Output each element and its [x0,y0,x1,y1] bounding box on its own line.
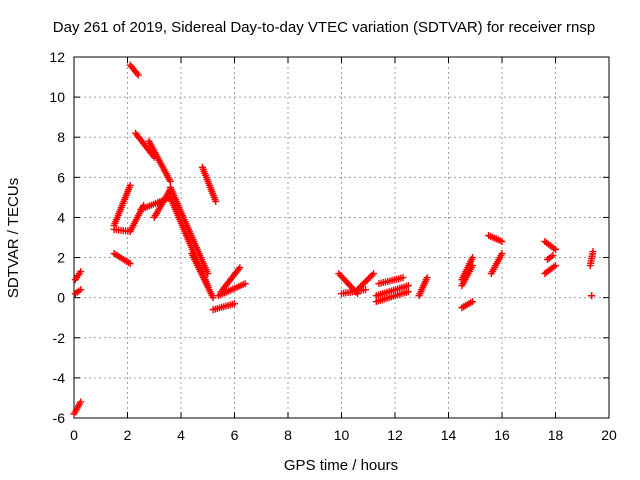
x-tick-label: 6 [231,427,239,443]
data-point [368,271,376,279]
data-point [209,294,217,302]
chart-title: Day 261 of 2019, Sidereal Day-to-day VTE… [53,19,595,36]
x-tick-label: 8 [284,427,292,443]
y-axis-label: SDTVAR / TECUs [5,178,22,298]
data-point [469,298,477,306]
data-point [77,398,85,406]
data-point [355,284,363,292]
data-point [126,181,134,189]
data-point [166,177,174,185]
data-point [552,246,559,254]
x-tick-labels: 0 2 4 6 8 10 12 14 16 18 20 [70,427,617,443]
x-tick-label: 4 [177,427,185,443]
data-point [212,197,220,205]
data-points [70,61,597,418]
x-tick-label: 14 [441,427,457,443]
data-point [134,71,142,79]
data-point [498,250,506,258]
x-tick-label: 18 [548,427,564,443]
y-tick-label: 8 [57,129,65,145]
y-tick-label: 0 [57,290,65,306]
y-tick-labels: -6 -4 -2 0 2 4 6 8 10 12 [49,49,65,426]
data-point [362,278,370,286]
data-point [366,273,374,281]
y-tick-label: -6 [53,410,66,426]
data-point [552,262,559,270]
data-point [362,286,370,294]
grid-lines [74,57,609,418]
data-point [363,276,371,284]
data-point [404,288,412,296]
data-point [399,274,407,282]
data-point [231,300,238,308]
data-point [358,281,366,289]
data-point [236,264,244,272]
x-axis-label: GPS time / hours [284,457,398,474]
y-tick-label: 6 [57,169,65,185]
data-point [357,282,365,290]
data-point [126,260,134,268]
y-tick-label: 4 [57,209,65,225]
data-point [469,254,477,262]
data-point [77,268,85,276]
x-tick-label: 16 [494,427,510,443]
data-point [588,292,596,300]
y-tick-label: -4 [53,370,66,386]
x-tick-label: 10 [334,427,350,443]
data-point [404,282,412,290]
data-point [498,238,506,246]
data-point [589,248,597,256]
data-point [549,252,557,260]
y-tick-label: -2 [53,330,66,346]
data-point [360,279,368,287]
data-point [365,274,373,282]
y-tick-label: 12 [49,49,65,65]
x-tick-label: 12 [387,427,403,443]
data-point [354,286,362,294]
x-tick-label: 0 [70,427,78,443]
x-tick-label: 2 [124,427,132,443]
y-tick-label: 2 [57,250,65,266]
data-point [423,274,431,282]
data-point [241,280,249,288]
x-tick-label: 20 [601,427,617,443]
data-point [370,270,378,278]
y-tick-label: 10 [49,89,65,105]
data-point [77,286,85,294]
